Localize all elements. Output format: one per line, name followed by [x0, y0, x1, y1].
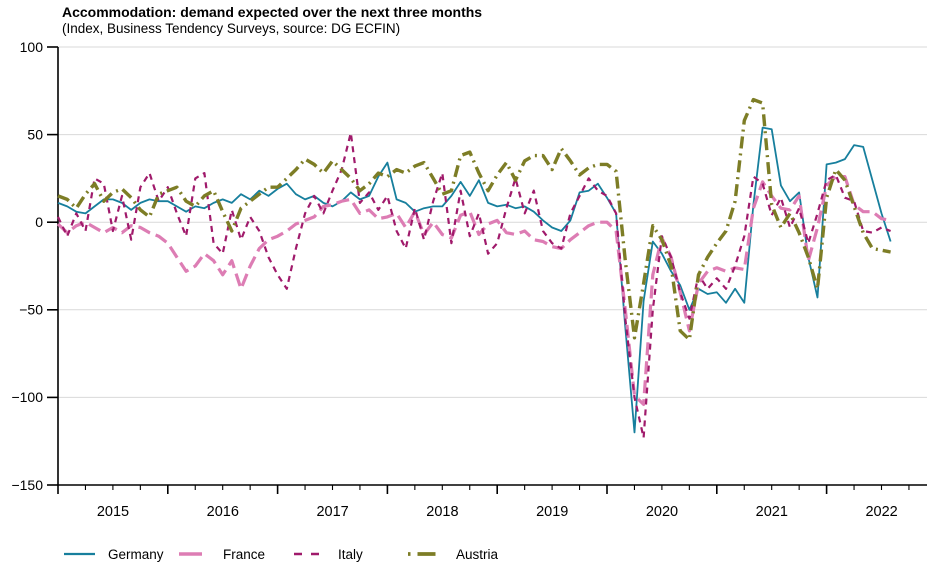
y-tick-label: 100: [20, 39, 44, 55]
chart-title: Accommodation: demand expected over the …: [62, 4, 483, 20]
legend: Germany France Italy Austria: [0, 546, 930, 564]
legend-swatch-austria: [408, 552, 445, 556]
legend-swatch-france: [179, 552, 202, 556]
x-year-label: 2019: [536, 504, 568, 520]
x-year-label: 2015: [97, 504, 129, 520]
x-year-label: 2016: [207, 504, 239, 520]
x-year-label: 2020: [646, 504, 678, 520]
y-tick-label: −100: [11, 389, 43, 405]
x-year-label: 2018: [426, 504, 458, 520]
legend-label-italy: Italy: [338, 546, 363, 562]
legend-swatch-germany: [64, 552, 95, 556]
legend-item-germany: Germany: [63, 546, 164, 562]
legend-label-france: France: [223, 546, 266, 562]
y-tick-label: 0: [35, 214, 43, 230]
series-line-france: [56, 175, 891, 406]
chart-subtitle: (Index, Business Tendency Surveys, sourc…: [62, 21, 401, 36]
y-tick-label: −50: [19, 302, 43, 318]
y-tick-label: −150: [11, 477, 43, 493]
y-tick-label: 50: [27, 126, 43, 142]
legend-label-germany: Germany: [108, 546, 164, 562]
x-year-label: 2022: [865, 504, 897, 520]
x-year-label: 2017: [316, 504, 348, 520]
legend-label-austria: Austria: [456, 546, 499, 562]
legend-swatch-italy: [294, 552, 321, 556]
plot-area: 100 50 0 −50 −100 −150 2015 2016 2017 2018 2019 202…: [11, 39, 927, 520]
x-year-label: 2021: [756, 504, 788, 520]
series-line-germany: [57, 126, 892, 434]
legend-item-italy: Italy: [293, 546, 363, 562]
series-line-italy: [57, 131, 891, 439]
legend-item-austria: Austria: [407, 546, 498, 562]
legend-item-france: France: [178, 546, 265, 562]
